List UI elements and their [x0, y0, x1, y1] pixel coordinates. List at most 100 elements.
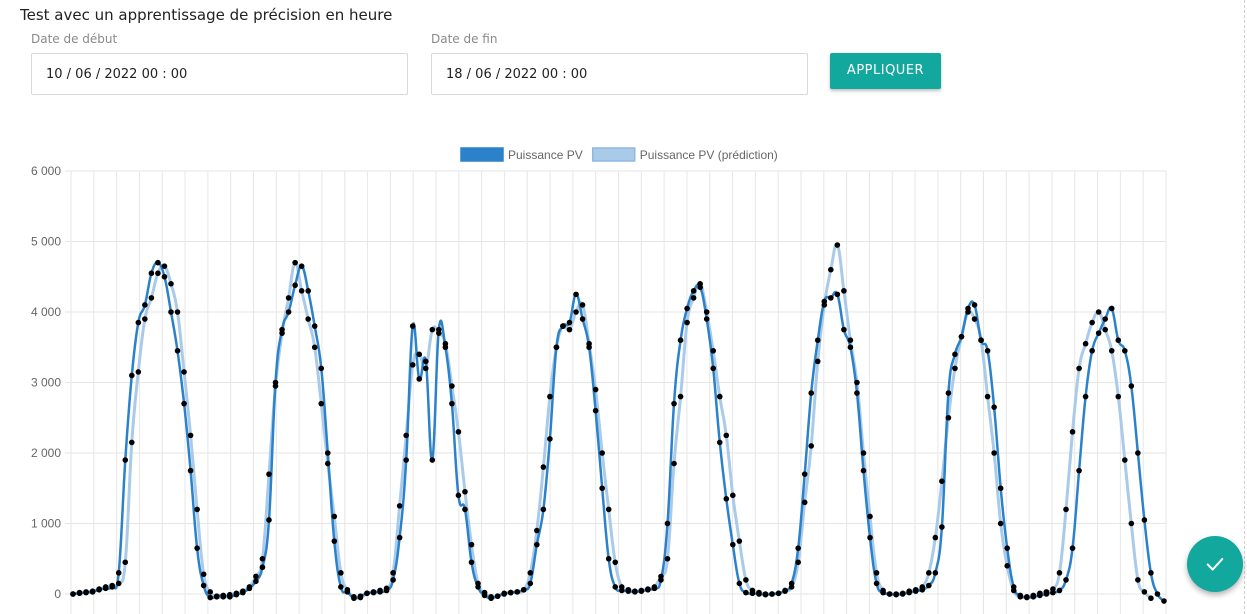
data-point-actual — [801, 471, 808, 477]
apply-button[interactable]: APPLIQUER — [830, 53, 941, 89]
data-point-prediction — [1043, 589, 1050, 595]
data-point-prediction — [324, 460, 331, 467]
data-point-actual — [991, 404, 997, 410]
data-point-prediction — [638, 587, 645, 594]
data-point-prediction — [416, 351, 423, 358]
data-point-actual — [416, 376, 423, 382]
data-point-prediction — [534, 527, 540, 534]
data-point-prediction — [344, 586, 351, 593]
data-point-prediction — [383, 585, 390, 592]
data-point-actual — [1004, 545, 1011, 551]
data-point-prediction — [952, 365, 958, 372]
data-point-actual — [292, 282, 298, 289]
data-point-prediction — [128, 439, 135, 446]
data-point-prediction — [762, 591, 769, 597]
data-point-prediction — [978, 337, 984, 344]
data-point-actual — [455, 492, 462, 499]
data-point-actual — [847, 344, 854, 351]
data-point-actual — [396, 534, 403, 541]
y-axis: 0 1 000 2 000 3 000 4 000 5 000 6 000 — [31, 164, 61, 601]
data-point-prediction — [632, 588, 638, 594]
data-point-actual — [1076, 467, 1082, 474]
data-point-actual — [168, 309, 174, 315]
data-point-actual — [1095, 330, 1102, 336]
legend-label-prediction[interactable]: Puissance PV (prédiction) — [640, 148, 778, 162]
data-point-prediction — [1122, 457, 1128, 463]
data-point-prediction — [749, 587, 756, 594]
data-point-prediction — [684, 319, 690, 326]
data-point-actual — [677, 337, 684, 344]
data-point-prediction — [351, 594, 357, 600]
data-point-prediction — [475, 580, 481, 587]
data-point-actual — [814, 337, 821, 344]
data-point-actual — [161, 273, 168, 280]
data-point-prediction — [1017, 594, 1024, 600]
data-point-prediction — [1010, 587, 1017, 594]
data-point-prediction — [1024, 594, 1030, 600]
data-point-prediction — [488, 594, 494, 600]
data-point-actual — [730, 541, 736, 548]
data-point-prediction — [520, 586, 527, 593]
data-point-prediction — [364, 590, 370, 597]
data-point-prediction — [1004, 563, 1011, 569]
data-point-prediction — [135, 369, 142, 375]
data-point-actual — [664, 520, 671, 527]
data-point-prediction — [1037, 590, 1043, 597]
confirm-button[interactable] — [1187, 536, 1243, 592]
data-point-actual — [1063, 577, 1069, 583]
data-point-actual — [547, 436, 553, 442]
data-point-prediction — [965, 309, 971, 315]
data-point-actual — [331, 538, 338, 544]
data-point-prediction — [599, 450, 605, 456]
data-point-prediction — [292, 259, 298, 266]
data-point-prediction — [664, 555, 671, 562]
data-point-prediction — [436, 330, 442, 336]
data-point-prediction — [357, 594, 364, 601]
legend-label-actual[interactable]: Puissance PV — [508, 148, 583, 162]
data-point-prediction — [926, 570, 932, 576]
data-point-prediction — [1089, 319, 1095, 326]
data-point-actual — [605, 555, 612, 562]
data-point-actual — [259, 564, 266, 571]
data-point-prediction — [579, 302, 586, 308]
data-point-prediction — [834, 242, 841, 248]
data-point-prediction — [174, 309, 181, 315]
data-point-actual — [194, 545, 200, 551]
check-icon — [1206, 557, 1224, 571]
data-point-prediction — [1141, 589, 1148, 595]
data-point-actual — [971, 302, 978, 308]
data-point-prediction — [1148, 595, 1154, 602]
data-point-prediction — [1108, 347, 1115, 354]
data-point-actual — [710, 365, 717, 372]
data-point-prediction — [161, 263, 168, 269]
y-tick-label: 4 000 — [31, 305, 61, 319]
data-point-prediction — [854, 379, 860, 386]
data-point-prediction — [481, 589, 488, 596]
y-tick-label: 5 000 — [31, 235, 61, 249]
data-point-prediction — [795, 559, 801, 566]
data-point-prediction — [207, 589, 213, 595]
data-point-prediction — [449, 383, 455, 389]
data-point-prediction — [1076, 365, 1082, 372]
data-point-actual — [1148, 570, 1154, 576]
data-point-actual — [932, 570, 939, 576]
legend-swatch-prediction[interactable] — [591, 147, 636, 162]
data-point-prediction — [697, 281, 703, 287]
data-point-actual — [142, 302, 148, 308]
end-date-input[interactable]: 18 / 06 / 2022 00 : 00 — [431, 53, 808, 95]
data-point-prediction — [592, 386, 599, 393]
y-tick-label: 0 — [54, 587, 61, 601]
start-date-input[interactable]: 10 / 06 / 2022 00 : 00 — [31, 53, 408, 95]
data-point-prediction — [919, 584, 926, 590]
series-line-prediction — [72, 242, 1152, 600]
data-point-prediction — [181, 369, 187, 375]
data-point-prediction — [200, 571, 207, 578]
data-point-prediction — [730, 492, 736, 499]
data-point-prediction — [540, 464, 547, 470]
legend-swatch-actual[interactable] — [460, 147, 504, 162]
data-point-prediction — [553, 344, 560, 351]
data-point-prediction — [756, 589, 762, 596]
data-point-prediction — [83, 589, 89, 595]
data-point-actual — [1108, 305, 1115, 312]
chart-legend[interactable]: Puissance PV Puissance PV (prédiction) — [460, 147, 778, 162]
